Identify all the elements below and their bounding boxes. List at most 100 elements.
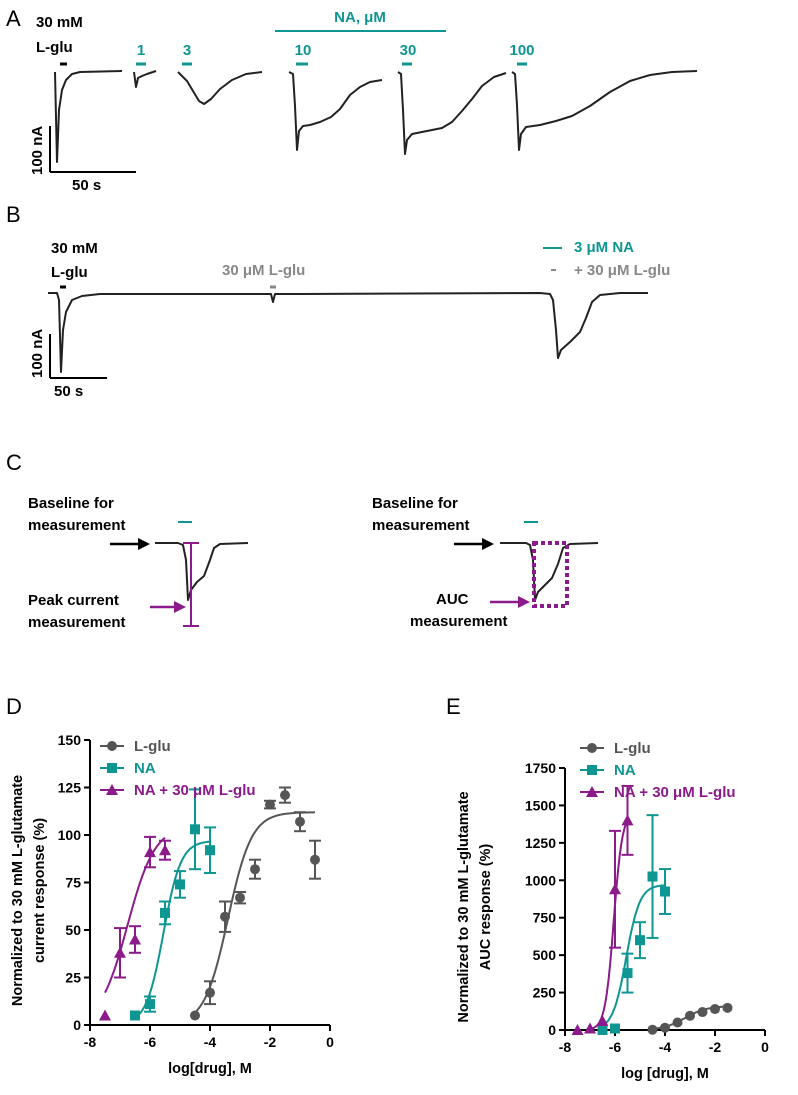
d-data-point-series-2 <box>129 933 141 945</box>
e-x-tick-label: -6 <box>609 1039 622 1055</box>
c-left-trace <box>155 542 249 601</box>
e-data-point-series-1 <box>635 935 645 946</box>
d-data-point-series-0 <box>220 911 230 922</box>
panel-d: D 0 25 50 75 100 125 150 -8 -6 -4 -2 0 log[drug], M N… <box>6 694 334 1077</box>
e-data-point-series-2 <box>621 814 634 826</box>
dose-label-100: 100 <box>509 42 534 59</box>
d-data-point-series-0 <box>190 1010 200 1021</box>
e-data-point-series-0 <box>672 1017 683 1028</box>
panel-a-lglu-name: L-glu <box>36 39 73 56</box>
scale-label-s-b: 50 s <box>54 383 83 400</box>
e-legend-label-1: NA <box>614 762 636 779</box>
trace-na-100 <box>511 70 698 151</box>
panel-b-combo-label: + 30 μM L-glu <box>574 262 670 279</box>
d-data-point-series-0 <box>280 790 290 801</box>
d-y-axis-title-line2: current response (%) <box>32 818 48 963</box>
panel-e: E 0 250 500 750 1000 1250 1500 1750 -8 -6 -4 -2 0 log… <box>446 694 769 1082</box>
d-legend-label-0: L-glu <box>134 738 171 755</box>
d-data-point-series-0 <box>265 799 275 810</box>
d-data-point-series-1 <box>175 879 185 890</box>
d-x-tick-label: 0 <box>326 1034 334 1050</box>
e-data-point-series-0 <box>697 1007 708 1018</box>
c-right-baseline-1: Baseline for <box>372 495 458 512</box>
d-data-point-series-0 <box>250 864 260 875</box>
d-x-tick-label: -4 <box>204 1034 217 1050</box>
e-data-point-series-0 <box>647 1024 658 1035</box>
e-data-point-series-1 <box>622 968 633 979</box>
dose-label-10: 10 <box>295 42 312 59</box>
d-y-tick-label: 100 <box>58 827 82 843</box>
c-auc-arrowhead <box>518 596 530 608</box>
e-y-axis-title-line1: Normalized to 30 mM L-glutamate <box>456 791 472 1022</box>
e-data-point-series-1 <box>597 1025 608 1035</box>
d-data-point-series-1 <box>130 1010 140 1021</box>
d-x-tick-label: -6 <box>144 1034 157 1050</box>
d-data-point-series-1 <box>145 999 155 1010</box>
d-data-point-series-1 <box>205 845 215 856</box>
d-x-axis-title: log[drug], M <box>168 1061 252 1077</box>
trace-na-30 <box>397 71 507 155</box>
d-legend-label-1: NA <box>134 760 156 777</box>
e-y-tick-label: 250 <box>533 985 557 1001</box>
d-y-axis-title-line1: Normalized to 30 mM L-glutamate <box>10 775 26 1006</box>
c-left-baseline-1: Baseline for <box>28 495 114 512</box>
d-data-point-series-2 <box>114 946 126 958</box>
panel-c: C Baseline for measurement Peak current … <box>6 450 599 631</box>
e-legend-marker-2 <box>586 786 598 797</box>
e-data-point-series-1 <box>647 871 658 882</box>
c-auc-box <box>532 541 569 608</box>
panel-b-letter: B <box>6 202 21 227</box>
e-y-axis-title-line2: AUC response (%) <box>478 844 494 971</box>
c-peak-label-2: measurement <box>28 614 126 631</box>
e-fit-curve-series-1 <box>601 884 665 1027</box>
e-data-point-series-1 <box>610 1023 620 1034</box>
d-y-tick-label: 25 <box>65 970 81 986</box>
trace-b <box>48 292 648 373</box>
d-fit-curve-series-0 <box>194 811 316 1014</box>
chart-d-plot: 0 25 50 75 100 125 150 -8 -6 -4 -2 0 log[drug], M Nor… <box>10 732 334 1077</box>
d-data-point-series-2 <box>159 844 171 856</box>
scale-label-nA-b: 100 nA <box>29 329 46 378</box>
c-auc-label-1: AUC <box>436 591 469 608</box>
dose-label-1: 1 <box>137 42 145 59</box>
d-data-point-series-1 <box>190 824 200 835</box>
e-data-point-series-0 <box>722 1002 733 1013</box>
d-x-tick-label: -8 <box>84 1034 97 1050</box>
d-data-point-series-0 <box>205 987 215 998</box>
e-data-point-series-0 <box>685 1010 695 1021</box>
scale-label-s-a: 50 s <box>72 177 101 194</box>
panel-b-na-label: 3 μM NA <box>574 239 634 256</box>
d-y-tick-label: 75 <box>65 875 81 891</box>
scale-label-nA-a: 100 nA <box>29 126 46 175</box>
panel-b-low-lglu: 30 μM L-glu <box>222 262 305 279</box>
e-x-tick-label: 0 <box>761 1039 769 1055</box>
e-legend-label-0: L-glu <box>614 740 651 757</box>
panel-a-letter: A <box>6 6 21 31</box>
d-y-tick-label: 125 <box>58 780 82 796</box>
panel-a-lglu-conc: 30 mM <box>36 14 83 31</box>
e-data-point-series-0 <box>710 1004 720 1015</box>
d-y-tick-label: 50 <box>65 922 81 938</box>
trace-na-1 <box>133 70 157 88</box>
panel-d-letter: D <box>6 694 22 719</box>
d-data-point-series-0 <box>295 816 305 827</box>
e-legend-marker-1 <box>587 765 597 775</box>
e-y-tick-label: 1750 <box>525 760 556 776</box>
d-x-tick-label: -2 <box>264 1034 277 1050</box>
e-y-tick-label: 750 <box>533 910 557 926</box>
e-legend-marker-0 <box>587 743 597 753</box>
e-x-axis-title: log [drug], M <box>621 1066 709 1082</box>
c-left-baseline-arrowhead <box>138 538 150 550</box>
panel-a: A 30 mM L-glu NA, μM 1 3 10 30 100 100 n… <box>6 6 698 194</box>
chart-e-plot: 0 250 500 750 1000 1250 1500 1750 -8 -6 -4 -2 0 log [… <box>456 740 769 1082</box>
e-data-point-series-1 <box>660 886 670 897</box>
panel-c-letter: C <box>6 450 22 475</box>
e-data-point-series-2 <box>609 883 621 895</box>
c-right-baseline-2: measurement <box>372 517 470 534</box>
dose-label-30: 30 <box>400 42 417 59</box>
panel-b: B 30 mM L-glu 30 μM L-glu 3 μM NA + 30 μ… <box>6 202 670 400</box>
e-y-tick-label: 1000 <box>525 872 556 888</box>
na-group-label: NA, μM <box>334 9 386 26</box>
e-y-tick-label: 1500 <box>525 797 556 813</box>
